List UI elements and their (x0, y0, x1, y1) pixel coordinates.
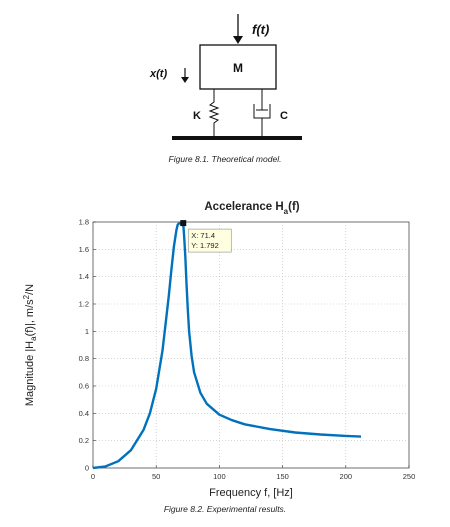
ground (172, 136, 302, 140)
mass-block (199, 44, 277, 90)
damper-label: C (280, 110, 288, 122)
datatip-marker (180, 220, 187, 227)
x-tick-label: 200 (340, 472, 353, 481)
chart-title-main: Accelerance H (204, 201, 283, 213)
force-arrow-head (233, 36, 243, 44)
y-tick-label: 0 (85, 464, 89, 473)
y-tick-label: 1 (85, 327, 89, 336)
x-tick-label: 0 (91, 472, 95, 481)
accelerance-chart: Accelerance Ha(f) 0 50 100 150 200 25000.20.4… (22, 201, 416, 499)
y-tick-label: 0.4 (79, 409, 89, 418)
y-tick-label: 0.6 (79, 382, 89, 391)
grid (93, 222, 409, 468)
chart-title: Accelerance Ha(f) (204, 201, 299, 216)
x-tick-label: 50 (152, 472, 160, 481)
datatip: X: 71.4Y: 1.792 (180, 220, 232, 253)
spring-label: K (193, 110, 201, 122)
y-tick-label: 1.2 (79, 300, 89, 309)
datatip-box (187, 228, 232, 253)
x-tick-label: 100 (213, 472, 226, 481)
force-label: f(t) (252, 22, 269, 37)
datatip-x: X: 71.4 (191, 231, 215, 240)
y-axis-label: Magnitude |Ha(f)|, m/s2/N (22, 284, 38, 406)
y-axis-label-part: 2 (22, 294, 31, 299)
y-tick-label: 1.8 (79, 218, 89, 227)
y-tick-label: 0.8 (79, 354, 89, 363)
damper (253, 89, 271, 137)
y-axis-label-part: Magnitude |H (24, 341, 36, 406)
mass-label: M (233, 61, 243, 75)
figure1-caption: Figure 8.1. Theoretical model. (168, 154, 282, 164)
y-tick-label: 0.2 (79, 436, 89, 445)
plot-area (92, 221, 410, 469)
x-tick-label: 250 (403, 472, 416, 481)
chart-title-sub: a (284, 207, 289, 216)
datatip-y: Y: 1.792 (191, 241, 219, 250)
chart-title-end: (f) (288, 201, 300, 213)
displacement-arrow-head (181, 77, 189, 83)
y-axis-label-part: /N (24, 284, 36, 295)
figure2-caption: Figure 8.2. Experimental results. (163, 504, 287, 514)
x-axis-label: Frequency f, [Hz] (209, 487, 293, 499)
y-tick-label: 1.4 (79, 272, 89, 281)
displacement-label: x(t) (149, 68, 167, 80)
y-axis-label-part: a (29, 336, 38, 341)
ticks: 0 50 100 150 200 250 0 0.2 0.4 0.6 0.8 1 1.2 1.4 1.6 1.… (79, 218, 416, 482)
x-tick-label: 150 (276, 472, 289, 481)
spring (208, 89, 220, 137)
y-tick-label: 1.6 (79, 245, 89, 254)
y-axis-label-part: (f)|, m/s (24, 299, 36, 337)
theoretical-model-diagram: f(t) M x(t) K C (149, 14, 302, 140)
